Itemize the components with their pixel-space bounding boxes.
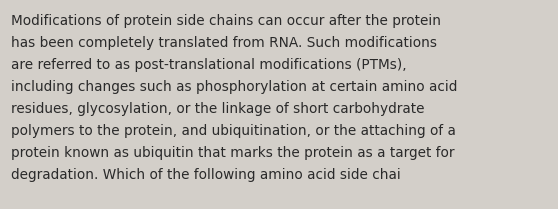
Text: are referred to as post-translational modifications (PTMs),: are referred to as post-translational mo… [11, 58, 407, 72]
Text: protein known as ubiquitin that marks the protein as a target for: protein known as ubiquitin that marks th… [11, 146, 455, 160]
Text: polymers to the protein, and ubiquitination, or the attaching of a: polymers to the protein, and ubiquitinat… [11, 124, 456, 138]
Text: degradation. Which of the following amino acid side chai: degradation. Which of the following amin… [11, 168, 401, 182]
Text: including changes such as phosphorylation at certain amino acid: including changes such as phosphorylatio… [11, 80, 458, 94]
Text: Modifications of protein side chains can occur after the protein: Modifications of protein side chains can… [11, 14, 441, 28]
Text: residues, glycosylation, or the linkage of short carbohydrate: residues, glycosylation, or the linkage … [11, 102, 425, 116]
Text: has been completely translated from RNA. Such modifications: has been completely translated from RNA.… [11, 36, 437, 50]
